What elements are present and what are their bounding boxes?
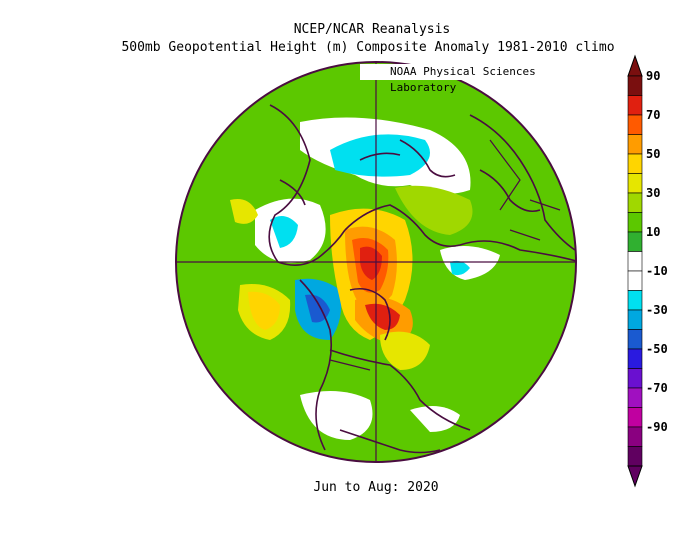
colorbar-swatch bbox=[627, 251, 643, 272]
colorbar-swatch bbox=[627, 368, 643, 389]
colorbar-arrow-bottom bbox=[627, 465, 643, 488]
colorbar-swatch bbox=[627, 387, 643, 408]
colorbar-swatch bbox=[627, 75, 643, 96]
colorbar-swatch bbox=[627, 192, 643, 213]
colorbar-swatch bbox=[627, 270, 643, 291]
colorbar-swatch bbox=[627, 348, 643, 369]
time-period-label: Jun to Aug: 2020 bbox=[313, 480, 439, 495]
colorbar-swatch bbox=[627, 426, 643, 447]
negative-anomaly-arctic bbox=[330, 134, 430, 177]
colorbar-tick-label: -10 bbox=[646, 264, 668, 278]
colorbar-tick-label: -50 bbox=[646, 342, 668, 356]
colorbar-swatch bbox=[627, 114, 643, 135]
colorbar-swatch bbox=[627, 407, 643, 428]
colorbar-swatches bbox=[627, 54, 643, 488]
colorbar-swatch bbox=[627, 290, 643, 311]
colorbar-labels: 90 70 50 30 10 -10 -30 -50 -70 -90 bbox=[646, 69, 668, 434]
colorbar-swatch bbox=[627, 173, 643, 194]
colorbar-tick-label: 50 bbox=[646, 147, 660, 161]
colorbar-tick-label: 30 bbox=[646, 186, 660, 200]
colorbar-swatch bbox=[627, 309, 643, 330]
colorbar-tick-label: -70 bbox=[646, 381, 668, 395]
colorbar-swatch bbox=[627, 153, 643, 174]
colorbar-tick-label: 70 bbox=[646, 108, 660, 122]
colorbar-tick-label: 90 bbox=[646, 69, 660, 83]
borders bbox=[329, 139, 561, 371]
negative-anomaly-west bbox=[270, 216, 298, 248]
colorbar-tick-label: 10 bbox=[646, 225, 660, 239]
colorbar-swatch bbox=[627, 212, 643, 233]
anomaly-fields bbox=[230, 117, 500, 440]
colorbar-swatch bbox=[627, 446, 643, 467]
colorbar-swatch bbox=[627, 231, 643, 252]
map-boundary bbox=[175, 61, 577, 463]
colorbar-swatch bbox=[627, 134, 643, 155]
chart-title: NCEP/NCAR Reanalysis bbox=[293, 22, 451, 37]
colorbar-swatch bbox=[627, 95, 643, 116]
coastlines bbox=[268, 104, 576, 454]
colorbar-arrow-top bbox=[627, 54, 643, 77]
chart-subtitle: 500mb Geopotential Height (m) Composite … bbox=[121, 40, 615, 55]
colorbar-swatch bbox=[627, 329, 643, 350]
colorbar: 90 70 50 30 10 -10 -30 -50 -70 -90 bbox=[627, 54, 668, 488]
colorbar-tick-label: -30 bbox=[646, 303, 668, 317]
credit-label: NOAA Physical Sciences Laboratory bbox=[360, 64, 575, 94]
colorbar-tick-label: -90 bbox=[646, 420, 668, 434]
